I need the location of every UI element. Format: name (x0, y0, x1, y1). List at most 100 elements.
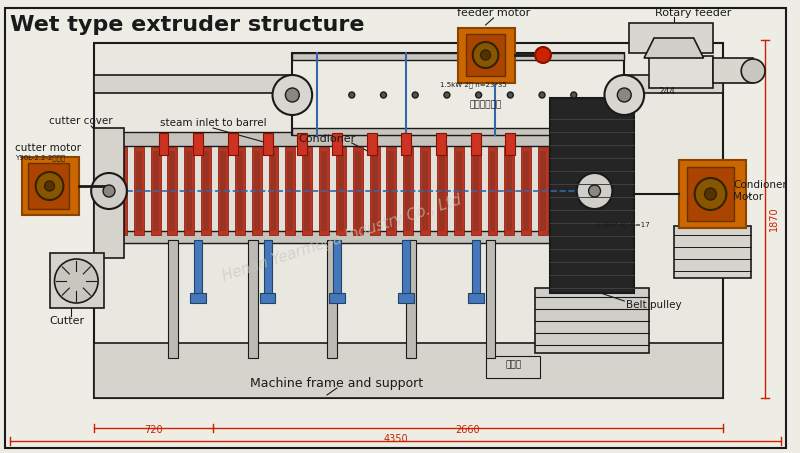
Bar (420, 147, 430, 235)
Text: Henan Yearmega Industry Co., Ltd: Henan Yearmega Industry Co., Ltd (221, 192, 463, 284)
Text: Rotary feeder: Rotary feeder (655, 8, 732, 18)
Text: Condioner
Motor: Condioner Motor (734, 180, 787, 202)
Polygon shape (630, 23, 714, 53)
Circle shape (589, 185, 601, 197)
Bar (298, 133, 307, 155)
Circle shape (577, 173, 612, 209)
Bar (136, 151, 142, 231)
Bar (134, 147, 144, 235)
Bar (402, 240, 410, 298)
Bar (422, 151, 428, 231)
Bar (333, 240, 341, 298)
Bar (260, 293, 275, 303)
Bar (158, 133, 169, 155)
Bar (254, 151, 260, 231)
Bar (473, 151, 478, 231)
Circle shape (570, 92, 577, 98)
Polygon shape (644, 38, 703, 58)
Bar (203, 151, 209, 231)
Bar (336, 147, 346, 235)
Circle shape (412, 92, 418, 98)
Bar (678, 160, 746, 228)
Bar (286, 147, 295, 235)
Bar (523, 151, 529, 231)
Bar (470, 147, 481, 235)
Circle shape (476, 92, 482, 98)
Circle shape (705, 188, 717, 200)
Bar (167, 147, 178, 235)
Circle shape (349, 92, 354, 98)
Bar (270, 151, 277, 231)
Bar (456, 151, 462, 231)
Circle shape (481, 50, 490, 60)
Bar (329, 293, 345, 303)
Bar (403, 147, 414, 235)
Circle shape (286, 88, 299, 102)
Bar (398, 293, 414, 303)
Bar (406, 240, 416, 358)
Bar (304, 151, 310, 231)
Bar (714, 58, 753, 83)
Bar (674, 226, 751, 278)
Circle shape (694, 178, 726, 210)
Bar (153, 151, 158, 231)
Bar (436, 133, 446, 155)
Bar (487, 147, 498, 235)
Bar (228, 133, 238, 155)
Bar (94, 43, 723, 398)
Bar (522, 147, 531, 235)
Text: 4350: 4350 (383, 434, 408, 444)
Text: cutter cover: cutter cover (50, 116, 113, 126)
Bar (94, 75, 723, 93)
Bar (458, 28, 515, 83)
Text: cutter motor: cutter motor (15, 143, 81, 153)
Bar (454, 147, 464, 235)
Circle shape (45, 181, 54, 191)
Bar (354, 151, 361, 231)
Bar (237, 151, 242, 231)
Bar (338, 151, 344, 231)
Bar (169, 240, 178, 358)
Circle shape (103, 185, 115, 197)
Text: 244: 244 (658, 87, 675, 96)
Text: 3.0kW 4极 n=17: 3.0kW 4极 n=17 (594, 222, 650, 228)
Bar (150, 147, 161, 235)
Bar (119, 151, 125, 231)
Bar (490, 151, 495, 231)
Bar (472, 240, 480, 298)
Circle shape (273, 75, 312, 115)
Text: 720: 720 (144, 425, 163, 435)
Bar (269, 147, 278, 235)
Bar (406, 151, 411, 231)
Text: feeder motor: feeder motor (457, 8, 530, 18)
Bar (353, 147, 362, 235)
Bar (486, 240, 495, 358)
Bar (540, 151, 546, 231)
Bar (170, 151, 175, 231)
Text: Condioner: Condioner (298, 134, 356, 144)
Bar (235, 147, 245, 235)
Bar (248, 240, 258, 358)
Circle shape (36, 172, 63, 200)
Bar (321, 151, 327, 231)
Circle shape (742, 59, 765, 83)
Text: 调质器进气口: 调质器进气口 (470, 101, 502, 110)
Bar (109, 132, 594, 146)
Bar (94, 128, 124, 258)
Bar (332, 133, 342, 155)
Text: Wet type extruder structure: Wet type extruder structure (10, 15, 365, 35)
Bar (389, 151, 394, 231)
Bar (109, 138, 594, 243)
Text: Cutter: Cutter (50, 316, 85, 326)
Bar (550, 98, 634, 293)
Circle shape (618, 88, 631, 102)
Bar (386, 147, 396, 235)
Circle shape (54, 259, 98, 303)
Circle shape (507, 92, 514, 98)
Bar (466, 34, 506, 76)
Bar (218, 147, 228, 235)
Circle shape (91, 173, 127, 209)
Bar (686, 167, 734, 221)
Bar (22, 157, 79, 215)
Bar (372, 151, 378, 231)
